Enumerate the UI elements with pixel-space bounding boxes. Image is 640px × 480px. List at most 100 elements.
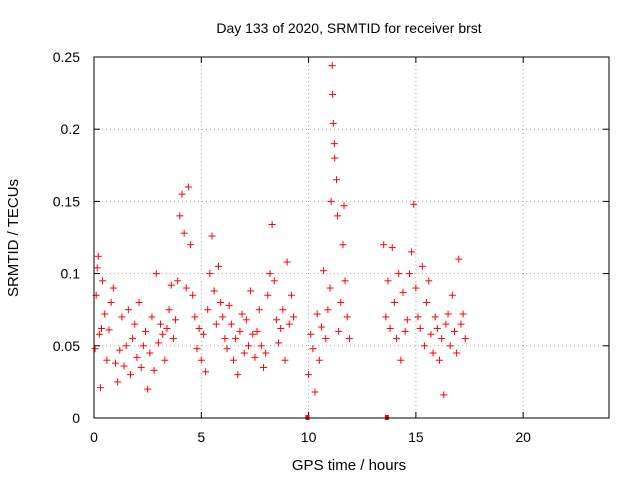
data-point [384, 277, 392, 285]
data-point [94, 252, 102, 260]
data-point [457, 320, 465, 328]
data-point [275, 339, 283, 347]
data-point [255, 306, 263, 314]
data-point [135, 298, 143, 306]
data-point [150, 366, 158, 374]
data-point [405, 270, 413, 278]
chart-title: Day 133 of 2020, SRMTID for receiver brs… [216, 20, 481, 36]
data-point [154, 339, 162, 347]
y-tick-label: 0 [72, 410, 80, 426]
data-point [444, 310, 452, 318]
data-point [93, 264, 101, 272]
data-point [120, 362, 128, 370]
data-point [451, 327, 458, 335]
data-point [229, 356, 237, 364]
data-point [277, 324, 285, 332]
data-point [429, 349, 437, 357]
data-point [435, 356, 443, 364]
data-point [199, 330, 207, 338]
data-point [103, 356, 111, 364]
data-point [131, 320, 139, 328]
data-point [315, 356, 323, 364]
data-point [99, 277, 107, 285]
y-tick-label: 0.05 [53, 338, 80, 354]
data-point [397, 356, 405, 364]
data-point [221, 335, 229, 343]
data-point [388, 244, 396, 252]
y-tick-label: 0.25 [53, 49, 80, 65]
data-point [247, 287, 255, 295]
data-point [331, 154, 339, 162]
data-point [448, 291, 456, 299]
data-point [189, 291, 197, 299]
data-point [116, 346, 124, 354]
data-point [459, 310, 467, 318]
data-point [178, 190, 186, 198]
x-tick-label: 10 [301, 429, 317, 445]
data-point [311, 388, 319, 396]
data-point [386, 324, 394, 332]
data-point [455, 255, 463, 263]
data-point [157, 320, 165, 328]
data-point [204, 306, 212, 314]
x-tick-label: 15 [408, 429, 424, 445]
data-point [217, 298, 225, 306]
data-point [152, 270, 160, 278]
data-point [320, 267, 328, 275]
y-axis-label: SRMTID / TECUs [5, 179, 22, 297]
data-point [380, 241, 388, 249]
data-point [212, 320, 220, 328]
x-tick-label: 0 [90, 429, 98, 445]
data-point [191, 313, 199, 321]
data-point [163, 324, 171, 332]
x-axis-label: GPS time / hours [292, 457, 406, 474]
data-point [111, 359, 119, 367]
data-point [137, 363, 145, 371]
data-point [172, 316, 180, 324]
data-point [382, 313, 390, 321]
data-point [187, 241, 195, 249]
data-point [414, 313, 422, 321]
data-point [307, 330, 315, 338]
data-point [279, 306, 287, 314]
data-point [427, 330, 435, 338]
data-point [167, 281, 175, 289]
data-point [126, 371, 134, 379]
data-point [165, 306, 173, 314]
data-point [330, 140, 338, 148]
data-point [420, 342, 428, 350]
data-point [393, 335, 401, 343]
data-point [223, 345, 231, 353]
data-point [159, 330, 167, 338]
data-point [182, 284, 190, 292]
data-point [268, 221, 276, 229]
data-point [129, 335, 137, 343]
data-point [281, 356, 289, 364]
data-point [260, 363, 268, 371]
data-point [96, 384, 104, 392]
y-tick-label: 0.1 [61, 266, 81, 282]
data-point [322, 335, 330, 343]
data-point [329, 119, 337, 127]
data-point [313, 310, 321, 318]
data-point [440, 391, 448, 399]
data-point [416, 324, 424, 332]
data-point [180, 229, 188, 237]
data-point [328, 62, 336, 70]
data-point [412, 284, 420, 292]
data-point [146, 349, 154, 357]
data-point [124, 306, 132, 314]
data-point [105, 326, 113, 334]
data-point [109, 284, 117, 292]
data-point [245, 342, 252, 350]
data-point [193, 345, 201, 353]
data-point [227, 320, 235, 328]
data-point [264, 291, 272, 299]
data-point [317, 323, 325, 331]
data-point [262, 349, 270, 357]
data-point [208, 232, 216, 240]
data-point [341, 277, 349, 285]
data-point [225, 301, 233, 309]
plot-frame [93, 56, 610, 419]
data-point [340, 202, 348, 210]
